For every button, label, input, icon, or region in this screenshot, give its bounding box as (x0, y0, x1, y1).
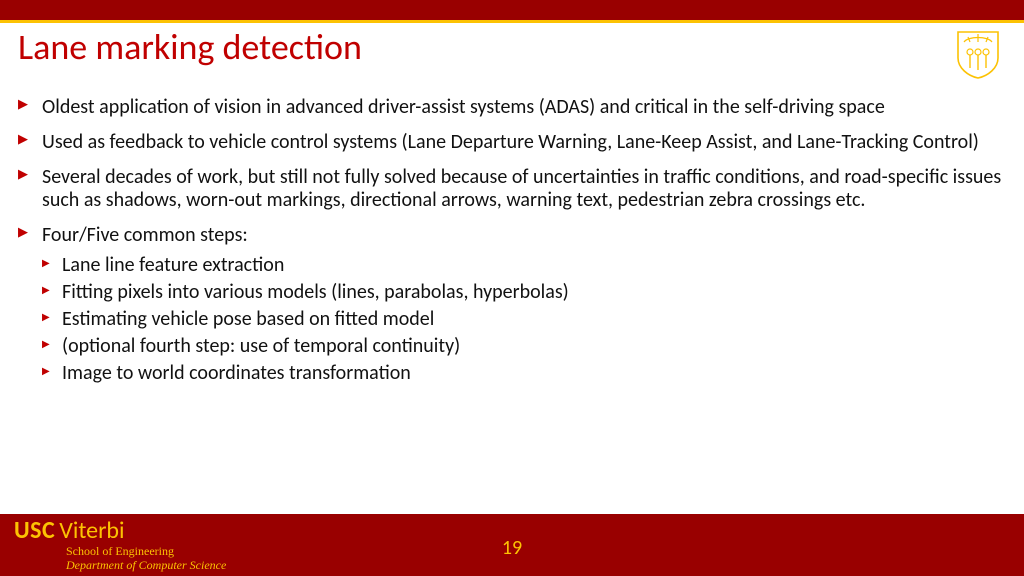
usc-shield-icon (956, 30, 1000, 80)
footer-brand: USCViterbi (14, 516, 125, 545)
sub-bullet-item: (optional fourth step: use of temporal c… (42, 334, 1006, 359)
footer-bar: USCViterbi School of Engineering Departm… (0, 514, 1024, 576)
sub-bullet-list: Lane line feature extractionFitting pixe… (42, 253, 1006, 386)
title-row: Lane marking detection (18, 28, 1006, 80)
sub-bullet-item: Estimating vehicle pose based on fitted … (42, 307, 1006, 332)
top-bar (0, 0, 1024, 20)
sub-bullet-item: Image to world coordinates transformatio… (42, 361, 1006, 386)
bullet-text: Four/Five common steps: (42, 223, 248, 247)
bullet-text: Oldest application of vision in advanced… (42, 95, 885, 119)
footer-usc: USC (14, 516, 55, 545)
sub-bullet-item: Fitting pixels into various models (line… (42, 280, 1006, 305)
gold-accent-line (0, 20, 1024, 23)
footer-viterbi: Viterbi (59, 516, 124, 545)
footer-school: School of Engineering (66, 544, 174, 559)
slide-title: Lane marking detection (18, 28, 362, 68)
footer-dept: Department of Computer Science (66, 558, 226, 573)
bullet-text: Used as feedback to vehicle control syst… (42, 130, 979, 154)
sub-bullet-item: Lane line feature extraction (42, 253, 1006, 278)
bullet-item: Oldest application of vision in advanced… (18, 96, 1006, 119)
footer-inner: USCViterbi School of Engineering Departm… (0, 514, 1024, 576)
bullet-item: Used as feedback to vehicle control syst… (18, 131, 1006, 154)
bullet-item: Four/Five common steps: Lane line feature… (18, 224, 1006, 386)
content-area: Lane marking detection Oldest applicatio… (18, 28, 1006, 398)
bullet-text: Several decades of work, but still not f… (42, 165, 1001, 212)
bullet-list: Oldest application of vision in advanced… (18, 96, 1006, 386)
page-number: 19 (502, 536, 522, 560)
slide: Lane marking detection Oldest applicatio… (0, 0, 1024, 576)
bullet-item: Several decades of work, but still not f… (18, 166, 1006, 212)
